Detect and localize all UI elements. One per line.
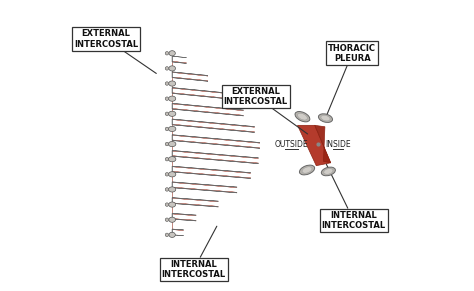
Polygon shape — [172, 150, 258, 164]
Ellipse shape — [324, 168, 333, 174]
Polygon shape — [172, 198, 219, 207]
Ellipse shape — [165, 157, 169, 161]
Ellipse shape — [165, 97, 169, 100]
Ellipse shape — [169, 66, 175, 71]
Ellipse shape — [168, 157, 176, 162]
Ellipse shape — [165, 52, 169, 55]
Polygon shape — [172, 203, 219, 216]
Ellipse shape — [319, 114, 333, 123]
Ellipse shape — [169, 202, 175, 207]
Ellipse shape — [168, 141, 176, 147]
Ellipse shape — [169, 51, 175, 56]
Polygon shape — [172, 93, 244, 111]
Ellipse shape — [165, 112, 169, 116]
Text: THORACIC
PLEURA: THORACIC PLEURA — [326, 44, 376, 118]
Polygon shape — [172, 103, 244, 116]
Polygon shape — [172, 166, 251, 178]
Ellipse shape — [169, 232, 175, 237]
Polygon shape — [172, 219, 196, 230]
Ellipse shape — [165, 67, 169, 70]
Polygon shape — [172, 229, 184, 236]
Polygon shape — [172, 182, 237, 193]
Text: INSIDE: INSIDE — [325, 140, 351, 149]
Polygon shape — [315, 125, 331, 163]
Polygon shape — [172, 213, 196, 221]
Text: EXTERNAL
INTERCOSTAL: EXTERNAL INTERCOSTAL — [74, 29, 156, 73]
Ellipse shape — [165, 82, 169, 85]
Ellipse shape — [169, 96, 176, 101]
Polygon shape — [172, 156, 258, 173]
Polygon shape — [172, 171, 251, 188]
Ellipse shape — [165, 203, 169, 206]
Polygon shape — [172, 61, 208, 76]
Polygon shape — [172, 187, 237, 202]
Text: INTERNAL
INTERCOSTAL: INTERNAL INTERCOSTAL — [322, 164, 386, 230]
Ellipse shape — [302, 167, 312, 173]
Polygon shape — [172, 124, 260, 143]
Polygon shape — [298, 125, 331, 166]
Polygon shape — [172, 119, 255, 132]
Text: OUTSIDE: OUTSIDE — [275, 140, 309, 149]
Ellipse shape — [165, 142, 169, 146]
Polygon shape — [172, 88, 228, 99]
Ellipse shape — [169, 217, 175, 222]
Polygon shape — [172, 109, 255, 127]
Text: INTERNAL
INTERCOSTAL: INTERNAL INTERCOSTAL — [162, 226, 226, 279]
Ellipse shape — [298, 113, 307, 120]
Polygon shape — [172, 140, 260, 159]
Ellipse shape — [295, 111, 310, 122]
Polygon shape — [172, 56, 187, 63]
Ellipse shape — [169, 187, 176, 192]
Ellipse shape — [321, 115, 330, 121]
Ellipse shape — [168, 111, 176, 116]
Ellipse shape — [168, 126, 176, 132]
Ellipse shape — [165, 173, 169, 176]
Ellipse shape — [165, 188, 169, 191]
Ellipse shape — [165, 233, 169, 237]
Polygon shape — [172, 77, 228, 94]
Ellipse shape — [169, 81, 175, 86]
Polygon shape — [172, 135, 260, 148]
Ellipse shape — [321, 167, 336, 176]
Ellipse shape — [165, 127, 169, 131]
Text: EXTERNAL
INTERCOSTAL: EXTERNAL INTERCOSTAL — [224, 87, 308, 134]
Polygon shape — [172, 72, 208, 81]
Ellipse shape — [168, 172, 176, 177]
Ellipse shape — [165, 218, 169, 221]
Ellipse shape — [300, 165, 315, 175]
